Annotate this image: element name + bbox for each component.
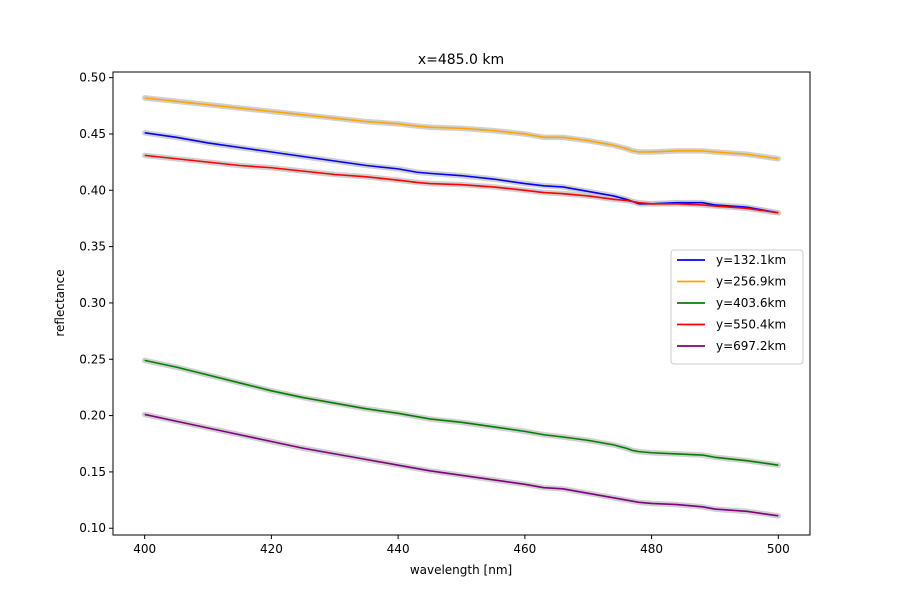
plot-frame	[112, 71, 811, 536]
series-band-5	[141, 411, 782, 519]
x-axis: 400 420 440 460 480 500	[133, 535, 790, 556]
y-tick-label: 0.35	[79, 240, 106, 254]
y-tick-label: 0.15	[79, 465, 106, 479]
series-line-5	[144, 413, 779, 517]
y-tick-label: 0.20	[79, 409, 106, 423]
legend-label: y=256.9km	[716, 275, 786, 289]
x-tick-label: 400	[133, 542, 156, 556]
chart-title: x=485.0 km	[418, 52, 504, 68]
y-axis: 0.10 0.15 0.20 0.25 0.30 0.35 0.40 0.45 0.50	[79, 71, 113, 535]
legend-label: y=132.1km	[716, 253, 786, 267]
legend-label: y=550.4km	[716, 318, 786, 332]
y-tick-label: 0.10	[79, 521, 106, 535]
y-axis-label: reflectance	[53, 269, 67, 336]
y-tick-label: 0.40	[79, 183, 106, 197]
series-line-2	[144, 97, 779, 160]
plot-area	[141, 95, 782, 519]
x-tick-label: 460	[513, 542, 536, 556]
legend-label: y=403.6km	[716, 296, 786, 310]
series-line-3	[144, 359, 779, 466]
y-tick-label: 0.50	[79, 71, 106, 85]
y-tick-label: 0.45	[79, 127, 106, 141]
x-tick-label: 500	[767, 542, 790, 556]
legend: y=132.1km y=256.9km y=403.6km y=550.4km y=69…	[670, 249, 804, 365]
series-line-4	[144, 154, 779, 214]
series-band-3	[141, 357, 782, 468]
x-axis-label: wavelength [nm]	[410, 563, 512, 577]
series-band-1	[141, 130, 782, 216]
y-tick-label: 0.30	[79, 296, 106, 310]
y-tick-label: 0.25	[79, 352, 106, 366]
legend-box	[670, 249, 804, 365]
x-tick-label: 420	[260, 542, 283, 556]
x-tick-label: 480	[640, 542, 663, 556]
x-tick-label: 440	[387, 542, 410, 556]
legend-label: y=697.2km	[716, 339, 786, 353]
